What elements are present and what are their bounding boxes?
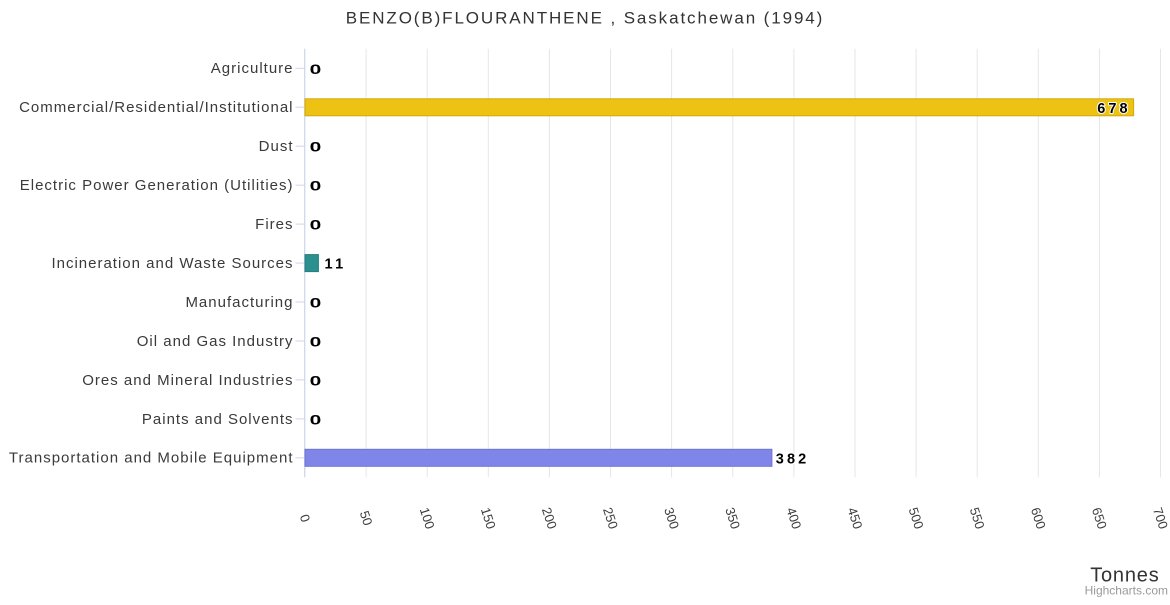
svg-text:Electric Power Generation (Uti: Electric Power Generation (Utilities) — [20, 177, 294, 194]
svg-text:382: 382 — [776, 451, 810, 467]
svg-text:300: 300 — [661, 506, 682, 531]
svg-text:Tonnes: Tonnes — [1090, 565, 1159, 587]
svg-text:11: 11 — [325, 257, 347, 273]
svg-text:Highcharts.com: Highcharts.com — [1085, 584, 1168, 598]
svg-text:Manufacturing: Manufacturing — [185, 294, 293, 311]
svg-text:500: 500 — [906, 506, 927, 531]
svg-text:0: 0 — [310, 411, 322, 427]
svg-text:0: 0 — [310, 334, 322, 350]
svg-text:150: 150 — [478, 506, 499, 531]
svg-text:200: 200 — [539, 506, 560, 531]
svg-text:BENZO(B)FLOURANTHENE , Saskatc: BENZO(B)FLOURANTHENE , Saskatchewan (199… — [346, 9, 824, 28]
svg-text:Ores and Mineral Industries: Ores and Mineral Industries — [82, 372, 293, 389]
svg-text:0: 0 — [310, 139, 322, 155]
svg-text:450: 450 — [845, 506, 866, 531]
svg-text:250: 250 — [600, 506, 621, 531]
svg-text:0: 0 — [297, 512, 314, 524]
svg-text:0: 0 — [310, 217, 322, 233]
svg-text:0: 0 — [310, 61, 322, 77]
svg-text:Incineration and Waste Sources: Incineration and Waste Sources — [51, 255, 293, 272]
svg-text:678: 678 — [1097, 101, 1131, 117]
svg-text:0: 0 — [310, 372, 322, 388]
svg-text:0: 0 — [310, 295, 322, 311]
svg-text:0: 0 — [310, 178, 322, 194]
svg-text:Paints and Solvents: Paints and Solvents — [142, 411, 294, 428]
svg-text:650: 650 — [1089, 506, 1110, 531]
svg-text:Dust: Dust — [259, 138, 294, 155]
svg-text:Transportation and Mobile Equi: Transportation and Mobile Equipment — [9, 450, 294, 467]
svg-text:Fires: Fires — [255, 216, 293, 233]
svg-text:350: 350 — [722, 506, 743, 531]
svg-text:50: 50 — [357, 509, 376, 527]
svg-text:600: 600 — [1028, 506, 1049, 531]
svg-text:Commercial/Residential/Institu: Commercial/Residential/Institutional — [19, 99, 293, 116]
svg-text:Agriculture: Agriculture — [211, 60, 294, 77]
svg-text:100: 100 — [417, 506, 438, 531]
svg-text:550: 550 — [967, 506, 988, 531]
svg-text:400: 400 — [783, 506, 804, 531]
svg-text:700: 700 — [1150, 506, 1170, 531]
svg-text:Oil and Gas Industry: Oil and Gas Industry — [137, 333, 294, 350]
